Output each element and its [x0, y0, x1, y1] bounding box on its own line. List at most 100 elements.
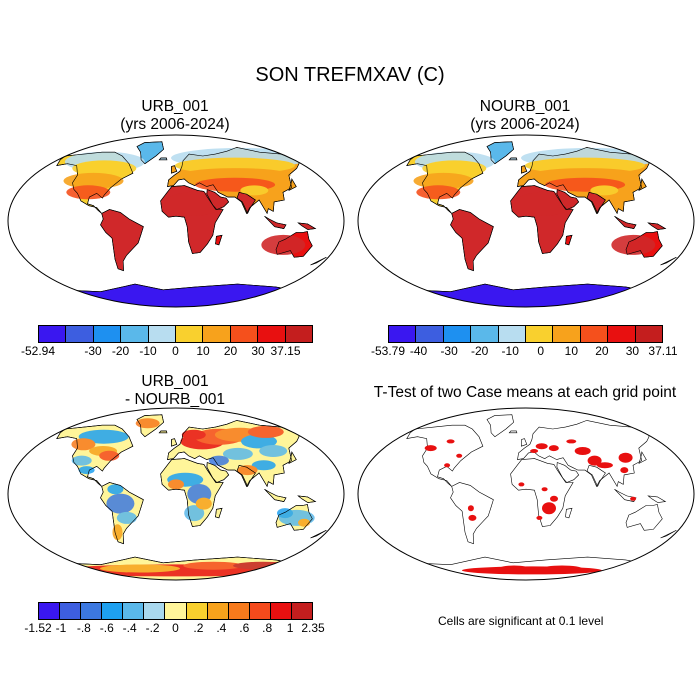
- colorbar-nourb-tick-label: -40: [409, 344, 428, 358]
- colorbar-nourb-tick-label: -30: [440, 344, 458, 358]
- significant-cells: [566, 439, 577, 444]
- significant-cells: [574, 447, 591, 455]
- significant-cells: [444, 463, 451, 468]
- colorbar-diff-swatch: [60, 603, 82, 619]
- significant-cells: [596, 462, 613, 469]
- colorbar-diff-tick-label: -.6: [99, 621, 114, 635]
- map-field-patch: [164, 191, 225, 216]
- significant-cells: [518, 482, 525, 487]
- map-field-patch: [422, 160, 487, 177]
- map-field-patch: [261, 234, 306, 255]
- difference-patch: [168, 479, 184, 490]
- significant-cells: [530, 449, 539, 453]
- colorbar-nourb-labels: -53.79 -40 -30 -20 -10 0 10 20 30 37.11: [371, 344, 678, 360]
- colorbar-urb-tick-label: 0: [172, 344, 179, 358]
- difference-patch: [135, 418, 160, 429]
- difference-patch: [112, 524, 123, 541]
- colorbar-urb-swatch: [121, 326, 149, 342]
- colorbar-urb-tick-label: 20: [223, 344, 238, 358]
- colorbar-urb-tick-label: 30: [251, 344, 265, 358]
- landmass-outline-greenland: [486, 414, 514, 438]
- difference-patch: [181, 429, 206, 440]
- colorbar-diff-labels: -1.52 -1 -.8 -.6 -.4 -.2 0 .2 .4 .6 .8 1 2.35: [24, 621, 324, 637]
- colorbar-diff-swatch: [144, 603, 166, 619]
- map-field-patch: [66, 185, 111, 200]
- map-field-patch: [416, 185, 461, 200]
- significant-cells: [468, 514, 477, 521]
- colorbar-diff-tick-label: -.4: [122, 621, 137, 635]
- landmass-outline-africa: [510, 458, 574, 527]
- difference-patch: [298, 518, 311, 527]
- significant-cells: [535, 443, 548, 450]
- colorbar-nourb-swatch: [526, 326, 554, 342]
- colorbar-nourb-swatch: [443, 326, 472, 342]
- panel-title-diff: URB_001 - NOURB_001: [25, 373, 325, 409]
- colorbar-nourb-swatch: [471, 326, 499, 342]
- colorbar-nourb-swatch: [416, 326, 444, 342]
- map-field-patch: [514, 191, 575, 216]
- colorbar-urb-swatch: [258, 326, 286, 342]
- significant-cells: [446, 439, 455, 444]
- difference-patch: [106, 493, 135, 514]
- landmass-outline-japan: [638, 451, 647, 464]
- map-nourb: [357, 134, 695, 308]
- colorbar-urb-swatch: [148, 326, 177, 342]
- significant-cells: [620, 467, 629, 474]
- panel-title-ttest-line1: T-Test of two Case means at each grid po…: [373, 384, 677, 401]
- map-field-patch: [180, 168, 291, 183]
- colorbar-diff-tick-label: 2.35: [301, 621, 325, 635]
- map-urb: [7, 134, 345, 308]
- map-field-patch: [72, 160, 137, 177]
- colorbar-nourb-tick-label: -53.79: [370, 344, 406, 358]
- significant-cells: [536, 515, 543, 520]
- colorbar-diff-tick-label: .6: [239, 621, 250, 635]
- map-border: [7, 407, 345, 581]
- colorbar-diff-tick-label: -.2: [145, 621, 160, 635]
- colorbar-diff-tick-label: 0: [172, 621, 179, 635]
- colorbar-nourb-tick-label: 20: [595, 344, 609, 358]
- landmass-outline-southAmerica: [450, 482, 494, 545]
- colorbar-nourb-swatch: [608, 326, 636, 342]
- map-field-patch: [530, 168, 641, 183]
- colorbar-urb-tick-label: -20: [111, 344, 130, 358]
- colorbar-nourb-tick-label: -10: [501, 344, 519, 358]
- colorbar-urb-swatch: [39, 326, 67, 342]
- difference-patch: [183, 561, 244, 570]
- colorbar-nourb-swatch: [553, 326, 581, 342]
- landmass-outline-iceland: [508, 430, 518, 434]
- map-field-patch: [590, 185, 619, 196]
- colorbar-nourb-swatch: [635, 326, 663, 342]
- significant-cells: [424, 445, 437, 452]
- colorbar-urb-tick-label: -10: [139, 344, 157, 358]
- map-field-patch: [413, 172, 474, 189]
- map-diff: [7, 407, 345, 581]
- difference-patch: [116, 511, 137, 524]
- colorbar-diff-swatch: [81, 603, 103, 619]
- map-field-patch: [240, 185, 269, 196]
- significance-note: Cells are significant at 0.1 level: [438, 614, 604, 628]
- significant-cells: [541, 487, 548, 492]
- landmass-outline-indonesia: [614, 488, 637, 502]
- colorbar-diff-tick-label: .4: [216, 621, 227, 635]
- colorbar-urb-swatch: [203, 326, 231, 342]
- colorbar-urb-labels: -52.94 -30 -20 -10 0 10 20 30 37.15: [21, 344, 313, 360]
- colorbar-diff-swatch: [186, 603, 208, 619]
- map-border: [7, 134, 345, 308]
- colorbar-nourb-tick-label: -20: [470, 344, 489, 358]
- difference-patch: [78, 466, 95, 475]
- colorbar-urb-tick-label: -30: [84, 344, 102, 358]
- colorbar-diff-tick-label: -.8: [76, 621, 91, 635]
- difference-patch: [208, 455, 229, 466]
- significant-cells: [542, 565, 582, 572]
- colorbar-urb-swatch: [230, 326, 259, 342]
- colorbar-urb-swatch: [66, 326, 94, 342]
- landmass-outline-uk: [520, 438, 528, 447]
- map-field-patch: [611, 234, 656, 255]
- landmass-outline-india: [586, 464, 606, 488]
- significant-cells: [499, 565, 529, 572]
- landmass-outline-madagascar: [565, 507, 573, 519]
- landmass-outline-northAmerica: [406, 424, 484, 487]
- colorbar-urb-swatch: [285, 326, 313, 342]
- difference-patch: [241, 434, 277, 449]
- significant-cells: [587, 455, 602, 466]
